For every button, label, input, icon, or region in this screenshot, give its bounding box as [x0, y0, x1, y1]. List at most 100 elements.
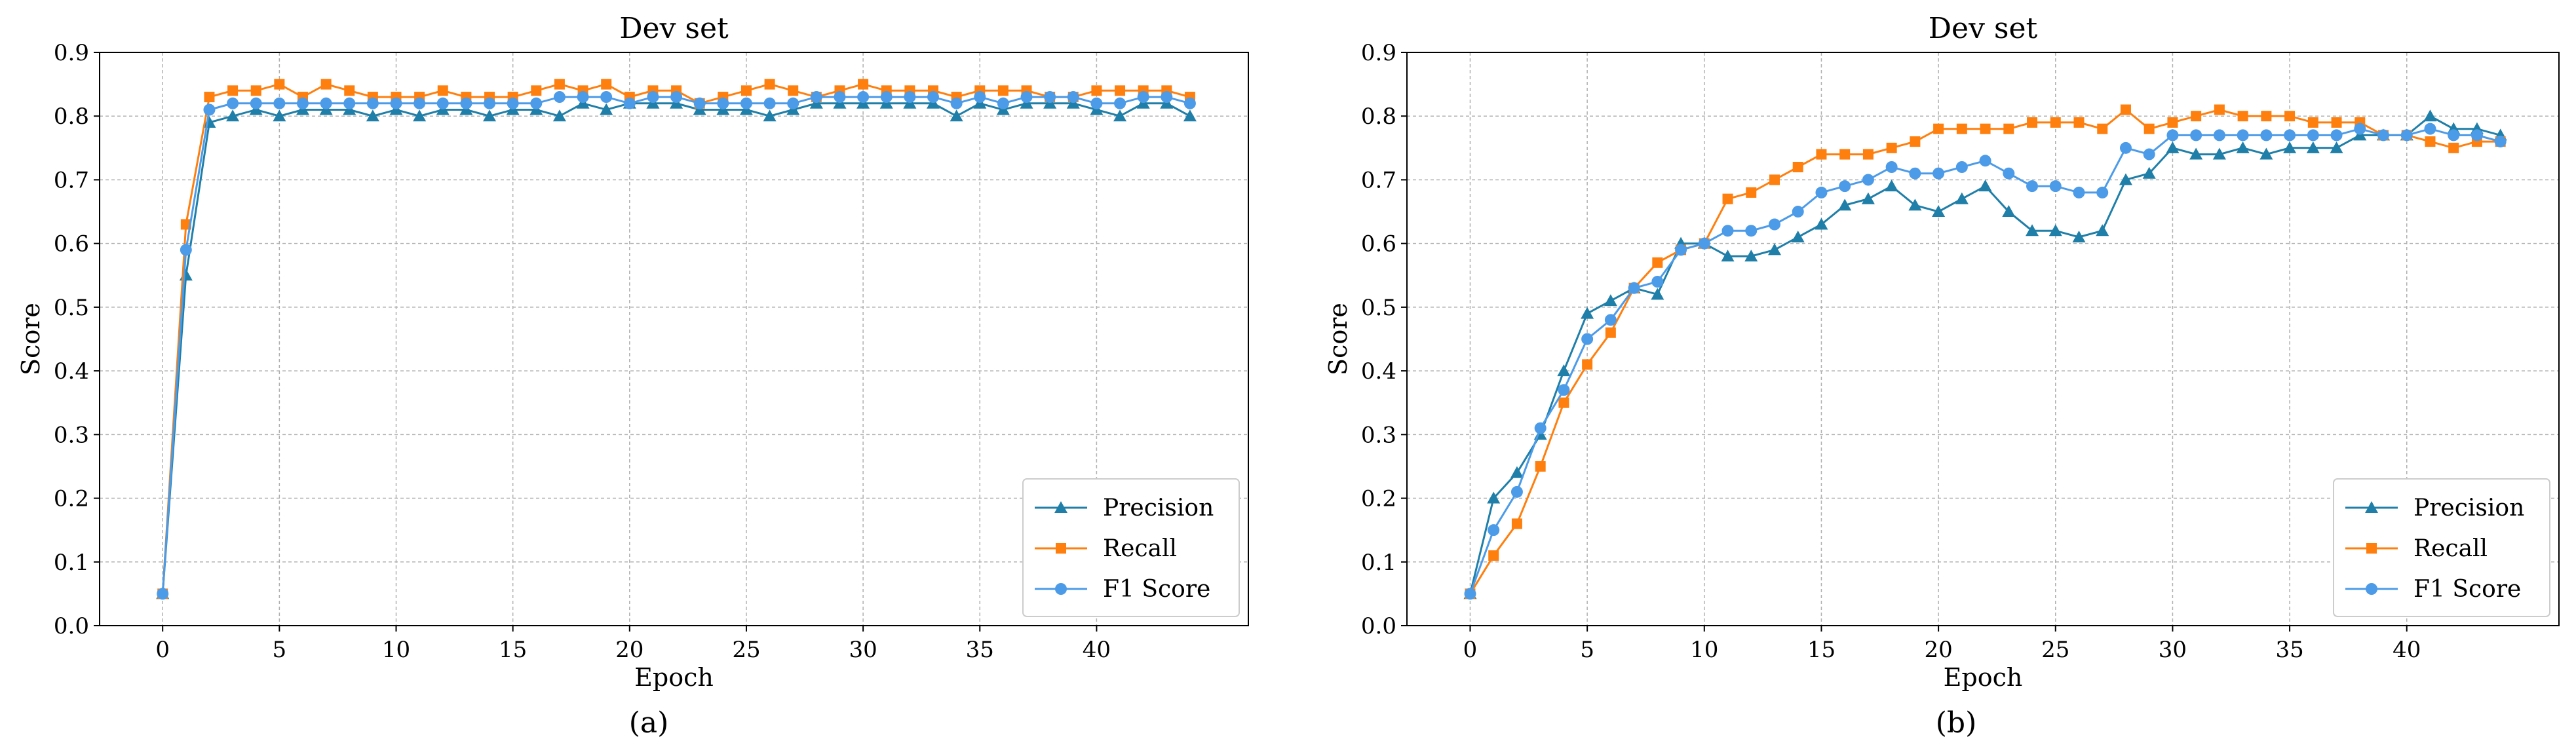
chart2-point-recall-22 — [1980, 123, 1991, 134]
chart1-point-f1-score-37 — [1020, 91, 1033, 104]
chart1-title: Dev set — [619, 12, 729, 45]
chart2-point-recall-16 — [1839, 149, 1851, 160]
chart2-point-recall-19 — [1910, 136, 1921, 147]
chart2-point-precision-21 — [1955, 192, 1969, 204]
chart2-point-f1-score-3 — [1534, 422, 1547, 434]
chart1-ytick-label-0: 0.0 — [54, 613, 89, 639]
chart1-point-recall-36 — [997, 85, 1009, 96]
chart2-point-recall-11 — [1722, 193, 1733, 204]
chart1-point-f1-score-13 — [460, 97, 472, 109]
chart1-point-f1-score-35 — [974, 91, 986, 104]
chart2-point-f1-score-0 — [1464, 588, 1476, 600]
chart2-point-f1-score-24 — [2026, 180, 2039, 193]
chart2-xtick-label-0: 0 — [1463, 637, 1478, 663]
chart2-point-precision-27 — [2096, 224, 2109, 236]
chart2-point-precision-41 — [2423, 109, 2437, 122]
chart1-legend-marker-precision — [1054, 501, 1067, 513]
chart2-point-f1-score-26 — [2073, 186, 2085, 198]
chart1-point-f1-score-24 — [717, 97, 729, 109]
chart2-ytick-label-0: 0.0 — [1361, 613, 1396, 639]
chart2-point-f1-score-4 — [1558, 384, 1570, 396]
chart2-point-recall-5 — [1582, 359, 1593, 370]
chart1-point-recall-17 — [554, 79, 565, 90]
chart2-ytick-label-5: 0.5 — [1361, 295, 1396, 321]
chart2-point-f1-score-42 — [2448, 129, 2460, 142]
chart1-point-recall-25 — [740, 85, 752, 96]
chart2-point-f1-score-16 — [1839, 180, 1851, 193]
chart2-point-precision-25 — [2048, 224, 2062, 236]
chart2-point-f1-score-29 — [2143, 148, 2155, 161]
chart1-point-recall-41 — [1115, 85, 1126, 96]
chart2-ytick-label-6: 0.6 — [1361, 231, 1396, 257]
chart1-xtick-label-0: 0 — [155, 637, 170, 663]
chart1-point-f1-score-34 — [950, 97, 963, 109]
chart2-point-f1-score-31 — [2190, 129, 2202, 142]
chart1-point-precision-5 — [273, 109, 286, 122]
chart1-point-f1-score-16 — [530, 97, 543, 109]
chart1-xtick-label-7: 35 — [966, 637, 994, 663]
chart1-point-precision-9 — [366, 109, 379, 122]
chart2-point-recall-4 — [1558, 397, 1569, 408]
chart2-point-precision-35 — [2283, 141, 2297, 153]
chart2-point-recall-36 — [2307, 117, 2318, 128]
chart1-xtick-label-5: 25 — [732, 637, 760, 663]
chart1-point-f1-score-39 — [1067, 91, 1079, 104]
chart2-legend-marker-precision — [2365, 501, 2378, 513]
chart2-point-recall-29 — [2143, 123, 2155, 134]
chart1-point-precision-1 — [179, 269, 193, 281]
chart1-point-precision-17 — [552, 109, 566, 122]
chart2-title: Dev set — [1929, 12, 2038, 45]
chart1-point-f1-score-41 — [1114, 97, 1126, 109]
chart2-point-precision-30 — [2166, 141, 2180, 153]
chart2-point-f1-score-43 — [2470, 129, 2483, 142]
chart2-point-recall-15 — [1816, 149, 1827, 160]
chart2-point-recall-34 — [2261, 111, 2272, 122]
chart1-point-precision-14 — [483, 109, 497, 122]
chart1-point-recall-8 — [344, 85, 355, 96]
chart2-point-precision-33 — [2236, 141, 2250, 153]
chart1-xtick-label-2: 10 — [382, 637, 410, 663]
chart1-point-f1-score-2 — [203, 104, 216, 116]
chart1-point-precision-26 — [763, 109, 777, 122]
chart2-point-recall-35 — [2284, 111, 2296, 122]
chart2-point-f1-score-25 — [2049, 180, 2062, 193]
chart2-point-f1-score-5 — [1581, 333, 1594, 345]
chart2-legend-marker-recall — [2366, 543, 2377, 554]
chart2-point-f1-score-2 — [1510, 485, 1523, 498]
chart1-point-recall-30 — [858, 79, 869, 90]
chart1-point-f1-score-22 — [670, 91, 683, 104]
chart1-point-f1-score-6 — [296, 97, 309, 109]
chart1-point-f1-score-32 — [904, 91, 916, 104]
chart2-ytick-label-3: 0.3 — [1361, 422, 1396, 448]
chart1-ytick-label-7: 0.7 — [54, 167, 89, 193]
chart2-point-f1-score-28 — [2119, 142, 2132, 154]
chart1-xtick-label-4: 20 — [615, 637, 644, 663]
chart2-point-f1-score-9 — [1675, 244, 1687, 256]
chart1-point-f1-score-9 — [366, 97, 379, 109]
chart1-point-f1-score-25 — [740, 97, 752, 109]
chart2-ytick-label-1: 0.1 — [1361, 550, 1396, 576]
chart2-point-f1-score-20 — [1932, 167, 1945, 180]
chart2-caption: (b) — [1936, 706, 1977, 740]
chart2-legend-frame — [2333, 478, 2550, 617]
chart2-point-precision-37 — [2330, 141, 2343, 153]
chart2-point-recall-23 — [2003, 123, 2014, 134]
chart2-point-recall-42 — [2448, 142, 2459, 153]
chart1-point-f1-score-19 — [600, 91, 613, 104]
chart2-xtick-label-3: 15 — [1807, 637, 1836, 663]
chart2-point-precision-36 — [2306, 141, 2320, 153]
chart2-point-f1-score-41 — [2424, 123, 2436, 135]
chart-panel-a: 0.0 0.1 0.2 0.3 0.4 0.5 0.6 0.7 0.8 0.9 0 5 10 15 20 25… — [16, 12, 1249, 740]
chart2-point-precision-16 — [1838, 198, 1852, 211]
chart1-point-recall-7 — [320, 79, 332, 90]
chart1-point-f1-score-0 — [157, 588, 169, 600]
chart2-xtick-label-4: 20 — [1924, 637, 1952, 663]
chart1-point-f1-score-36 — [997, 97, 1009, 109]
chart2-point-precision-15 — [1815, 217, 1828, 230]
chart1-plot-frame — [99, 52, 1249, 626]
chart2-point-precision-32 — [2212, 147, 2226, 160]
chart2-xtick-label-7: 35 — [2275, 637, 2303, 663]
chart2-xtick-label-6: 30 — [2159, 637, 2187, 663]
chart2-legend-marker-f1-score — [2366, 583, 2377, 595]
chart1-legend-label-precision: Precision — [1103, 495, 1214, 521]
